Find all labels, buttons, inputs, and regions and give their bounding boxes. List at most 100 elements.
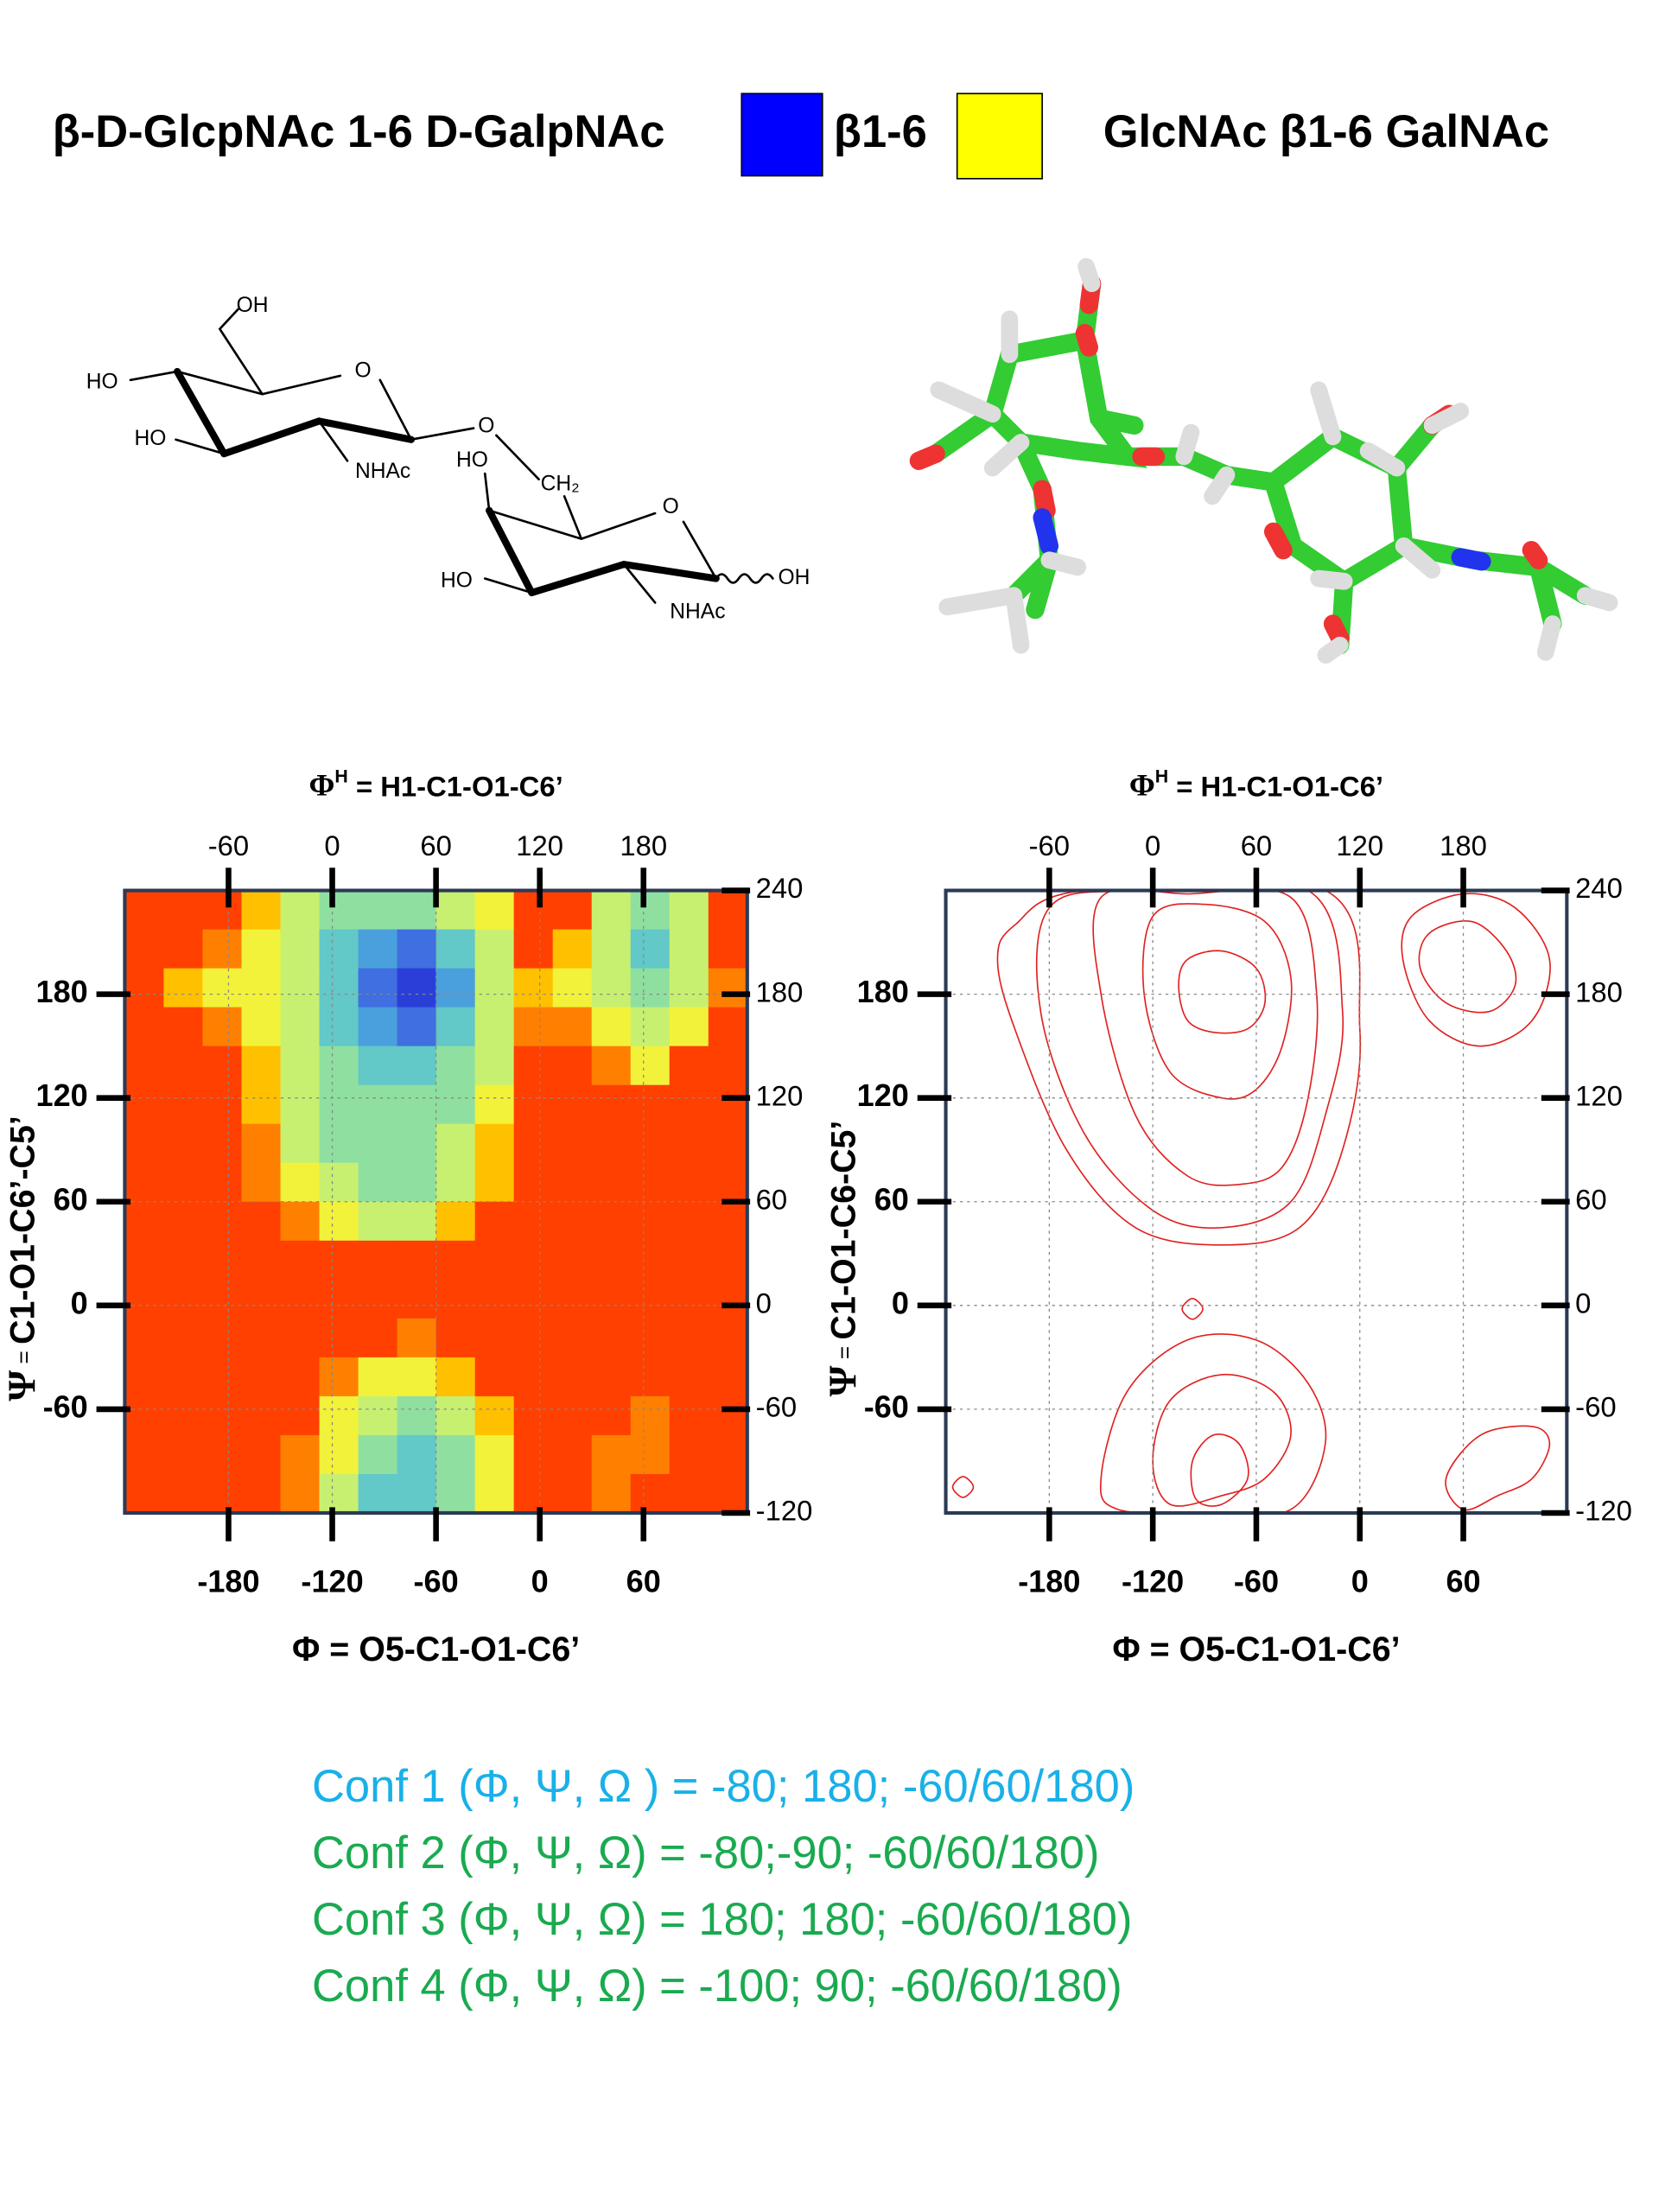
y2-tick-label: 0	[756, 1287, 772, 1319]
heatmap-cell	[474, 1395, 515, 1436]
heatmap-cell	[397, 1395, 437, 1436]
heatmap-cell	[358, 968, 398, 1008]
heatmap-cell	[474, 1084, 515, 1125]
heatmap-cell	[474, 1201, 515, 1242]
heatmap-cell	[708, 1084, 748, 1125]
heatmap-cell	[280, 1240, 321, 1281]
heatmap-cell	[358, 1395, 398, 1436]
heatmap-cell	[358, 1162, 398, 1203]
heatmap-cell	[397, 1473, 437, 1514]
heatmap-cell	[669, 1434, 709, 1475]
heatmap-cell	[435, 1395, 476, 1436]
heatmap-cell	[708, 1434, 748, 1475]
legend-swatch	[956, 92, 1043, 180]
heatmap-cell	[513, 1201, 554, 1242]
heatmap-cell	[397, 890, 437, 931]
x-axis-title: Φ = O5-C1-O1-C6’	[292, 1630, 580, 1669]
heatmap-cell	[202, 1201, 243, 1242]
y-tick-label: 180	[36, 974, 88, 1009]
title-left: β-D-GlcpNAc 1-6 D-GalpNAc	[53, 106, 665, 157]
heatmap-cell	[591, 1318, 632, 1358]
heatmap-cell	[513, 1007, 554, 1047]
x2-tick-label: 120	[516, 830, 563, 861]
y2-tick-label: 240	[756, 872, 804, 904]
atom-label: HO	[441, 569, 473, 592]
heatmap-cell	[397, 1279, 437, 1319]
heatmap-cell	[397, 1162, 437, 1203]
heatmap-cell	[319, 929, 359, 969]
heatmap-cell	[552, 890, 593, 931]
contour-line	[1190, 1433, 1249, 1507]
heatmap-cell	[513, 890, 554, 931]
heatmap-cell	[241, 929, 282, 969]
x2-tick-label: 0	[324, 830, 340, 861]
contour-line	[1092, 890, 1319, 1186]
heatmap-cell	[630, 1434, 671, 1475]
heatmap-cell	[669, 1395, 709, 1436]
conformation-line: Conf 3 (Φ, Ψ, Ω) = 180; 180; -60/60/180)	[312, 1894, 1132, 1945]
heatmap-cell	[630, 1395, 671, 1436]
heatmap-cell	[319, 1084, 359, 1125]
heatmap-cell	[241, 1357, 282, 1397]
x2-tick-label: 120	[1336, 830, 1383, 861]
heatmap-cell	[630, 1084, 671, 1125]
heatmap-cell	[708, 1318, 748, 1358]
conformations: Conf 1 (Φ, Ψ, Ω ) = -80; 180; -60/60/180…	[312, 1761, 1135, 2012]
heatmap-cell	[591, 1395, 632, 1436]
heatmap-cell	[708, 1240, 748, 1281]
atom-label: CH₂	[541, 473, 580, 496]
x2-tick-label: 60	[1241, 830, 1273, 861]
heatmap-cell	[163, 1007, 204, 1047]
heatmap-cell	[280, 1395, 321, 1436]
contour-line	[1178, 950, 1267, 1034]
heatmap-cell	[591, 1046, 632, 1086]
heatmap-cell	[435, 1434, 476, 1475]
heatmap-cell	[630, 1473, 671, 1514]
y-tick-label: -60	[864, 1389, 909, 1424]
heatmap-cell	[513, 1279, 554, 1319]
heatmap-cell	[669, 1473, 709, 1514]
heatmap-cell	[591, 1123, 632, 1164]
heatmap-cell	[669, 968, 709, 1008]
atom-label: NHAc	[670, 600, 725, 623]
heatmap-cell	[319, 1201, 359, 1242]
y2-tick-label: 120	[756, 1079, 804, 1111]
heatmap-cell	[280, 890, 321, 931]
heatmap-cell	[202, 1318, 243, 1358]
heatmap-cell	[241, 1473, 282, 1514]
heatmap-cell	[163, 1434, 204, 1475]
heatmap-cell	[630, 1007, 671, 1047]
title-middle: β1-6	[834, 106, 927, 157]
heatmap-cell	[202, 1240, 243, 1281]
heatmap-cell	[474, 1046, 515, 1086]
heatmap-cell	[241, 1007, 282, 1047]
heatmap-cell	[474, 1434, 515, 1475]
heatmap-cell	[319, 1123, 359, 1164]
heatmap-cell	[630, 929, 671, 969]
heatmap-cell	[280, 1162, 321, 1203]
heatmap-cell	[591, 1201, 632, 1242]
heatmap-cell	[319, 968, 359, 1008]
heatmap-cell	[124, 1473, 165, 1514]
x-tick-label: -120	[1122, 1564, 1184, 1599]
heatmap-cell	[163, 1279, 204, 1319]
heatmap-cell	[435, 1123, 476, 1164]
heatmap-cell	[124, 1434, 165, 1475]
heatmap-cell	[435, 890, 476, 931]
heatmap-cell	[552, 1279, 593, 1319]
x2-axis-title: ΦH = H1-C1-O1-C6’	[1129, 766, 1383, 803]
x-tick-label: -60	[414, 1564, 459, 1599]
heatmap-cell	[397, 1007, 437, 1047]
heatmap-cell	[280, 1123, 321, 1164]
heatmap-cell	[513, 1046, 554, 1086]
heatmap-cell	[241, 1240, 282, 1281]
heatmap-cell	[474, 1318, 515, 1358]
heatmap-cell	[669, 1084, 709, 1125]
heatmap-cell	[591, 1007, 632, 1047]
y2-tick-label: 60	[756, 1183, 788, 1215]
heatmap-cell	[358, 1007, 398, 1047]
heatmap-cell	[669, 1123, 709, 1164]
heatmap-cell	[435, 1240, 476, 1281]
structure-labels: OH HO HO O NHAc O HO CH₂ O HO NHAc OH	[86, 294, 810, 623]
